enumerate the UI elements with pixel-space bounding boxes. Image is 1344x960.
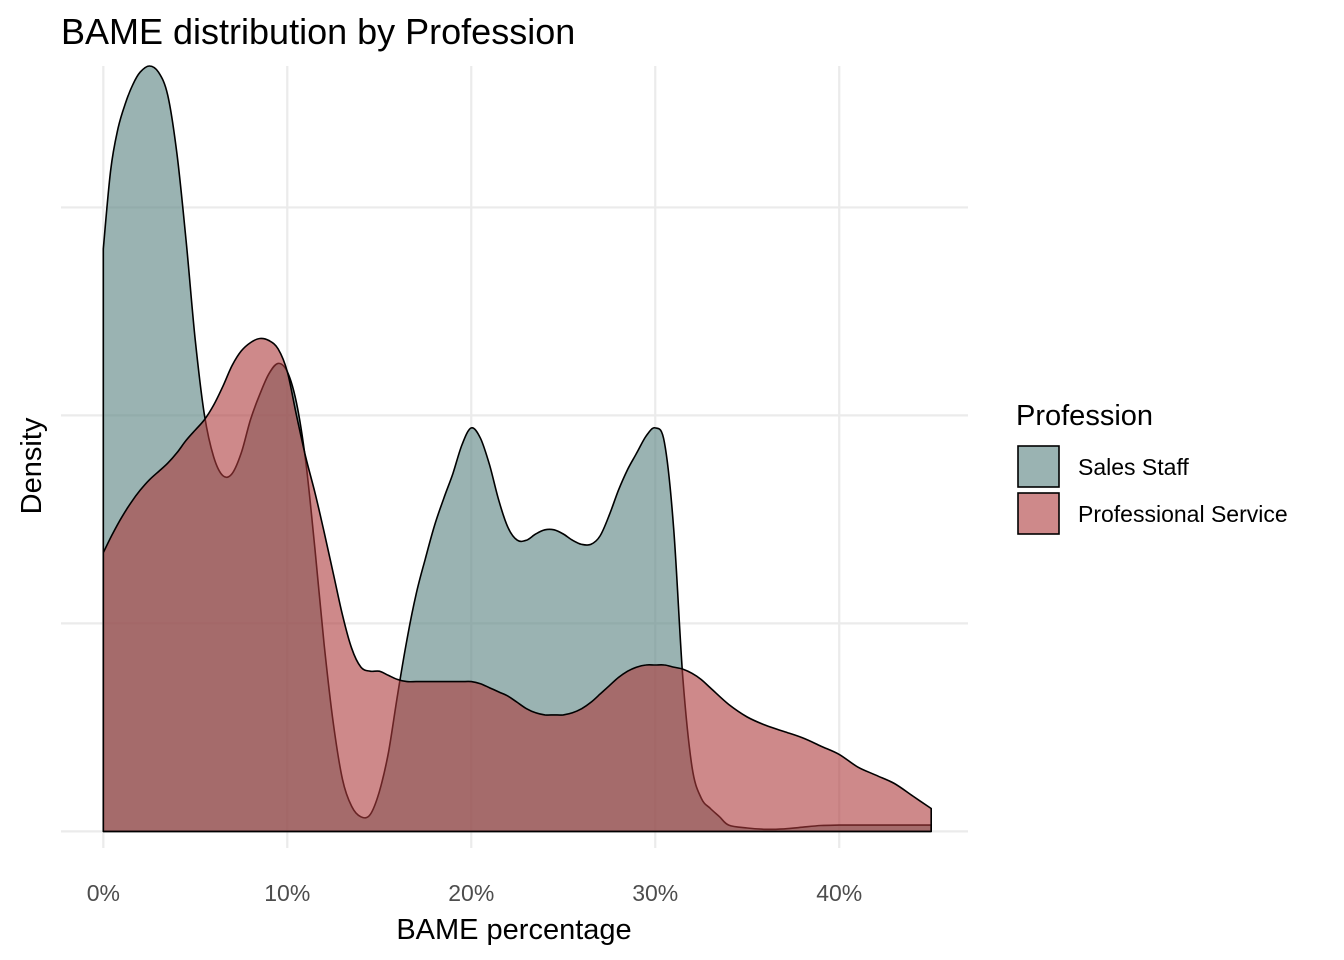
x-tick-label: 20% (448, 880, 494, 906)
x-axis-title: BAME percentage (396, 914, 631, 946)
x-tick-label: 10% (264, 880, 310, 906)
chart-title: BAME distribution by Profession (61, 11, 575, 52)
x-axis-ticks: 0% 10% 20% 30% 40% (87, 880, 863, 906)
legend: Profession Sales Staff Professional Servi… (1016, 400, 1288, 535)
density-areas (102, 65, 932, 833)
legend-label: Professional Service (1078, 501, 1288, 527)
legend-key (1017, 445, 1060, 488)
x-tick-label: 40% (816, 880, 862, 906)
x-tick-label: 0% (87, 880, 120, 906)
x-tick-label: 30% (632, 880, 678, 906)
legend-title: Profession (1016, 400, 1153, 432)
y-axis-title: Density (16, 417, 48, 514)
legend-label: Sales Staff (1078, 454, 1189, 480)
density-area-professional-service (102, 337, 932, 833)
legend-key (1017, 492, 1060, 535)
